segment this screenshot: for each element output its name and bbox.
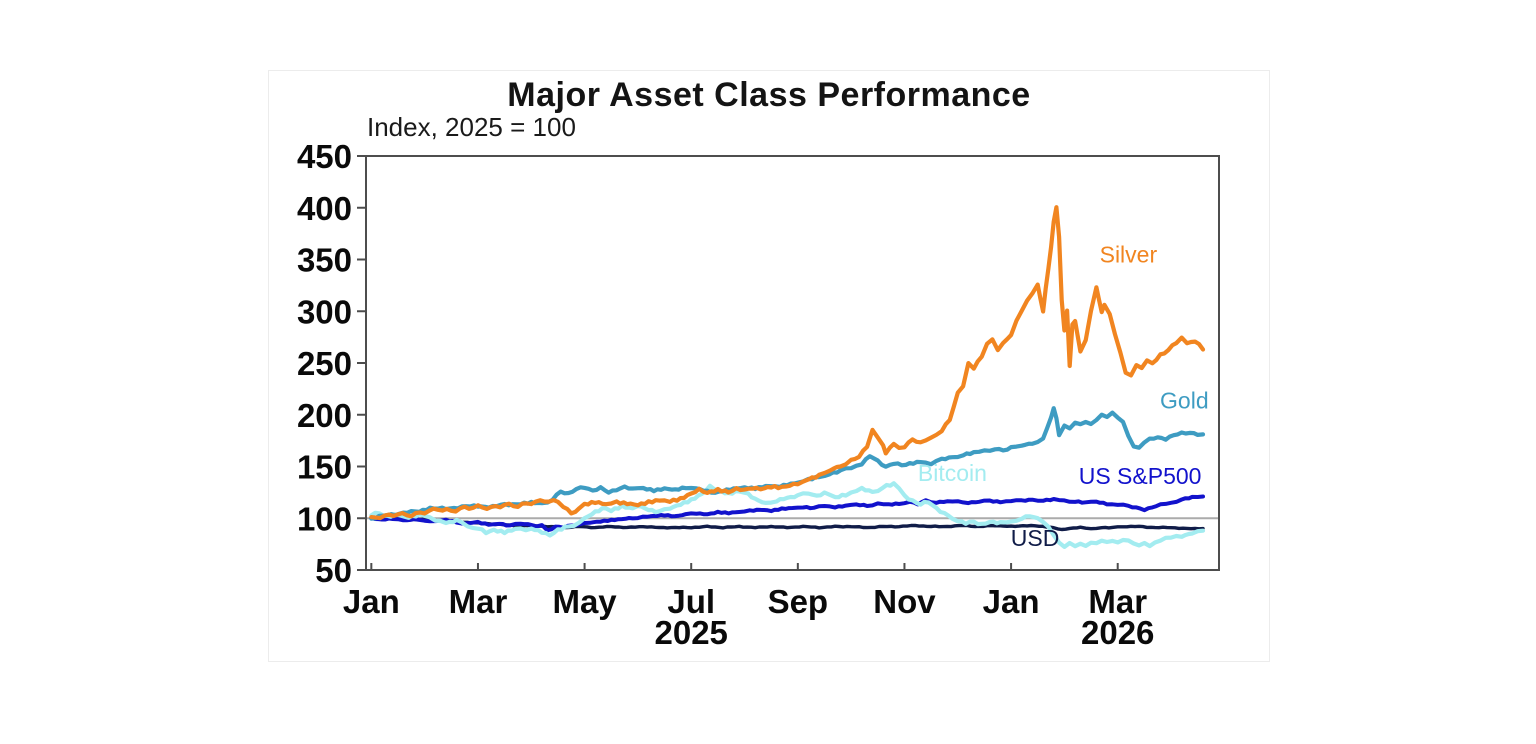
series-line-silver (369, 205, 1206, 521)
x-tick-label: Jan (983, 583, 1040, 620)
y-tick-label: 150 (297, 449, 352, 486)
x-tick-label: Jan (343, 583, 400, 620)
chart-canvas: 50 100 150 200 250 300 350 400 450 Jan Mar May Jul Se… (297, 138, 1220, 651)
series-label-sp500: US S&P500 (1079, 463, 1202, 489)
series-label-gold: Gold (1160, 388, 1209, 414)
x-tick-label: Jul (667, 583, 715, 620)
y-tick-label: 250 (297, 345, 352, 382)
series-line-bitcoin (369, 481, 1206, 549)
chart-container: Major Asset Class Performance Index, 202… (268, 70, 1270, 662)
y-tick-label: 350 (297, 242, 352, 279)
y-tick-label: 400 (297, 190, 352, 227)
x-tick-label: Sep (768, 583, 829, 620)
x-tick-label: Mar (449, 583, 508, 620)
chart-subtitle: Index, 2025 = 100 (367, 112, 576, 142)
x-year-label: 2026 (1081, 614, 1154, 651)
series-line-sp500 (369, 494, 1205, 533)
chart-layers: 50 100 150 200 250 300 350 400 450 Jan Mar May Jul Se… (297, 138, 1220, 651)
y-tick-label: 50 (315, 552, 352, 589)
x-tick-label: Mar (1088, 583, 1147, 620)
series-label-silver: Silver (1100, 242, 1158, 268)
series-label-bitcoin: Bitcoin (918, 460, 987, 486)
chart-title: Major Asset Class Performance (507, 76, 1031, 114)
y-tick-label: 450 (297, 138, 352, 175)
y-tick-label: 100 (297, 500, 352, 537)
series-label-usd: USD (1011, 525, 1060, 551)
y-tick-label: 300 (297, 293, 352, 330)
x-tick-label: May (552, 583, 617, 620)
x-year-label: 2025 (654, 614, 727, 651)
y-tick-label: 200 (297, 397, 352, 434)
x-tick-label: Nov (873, 583, 936, 620)
